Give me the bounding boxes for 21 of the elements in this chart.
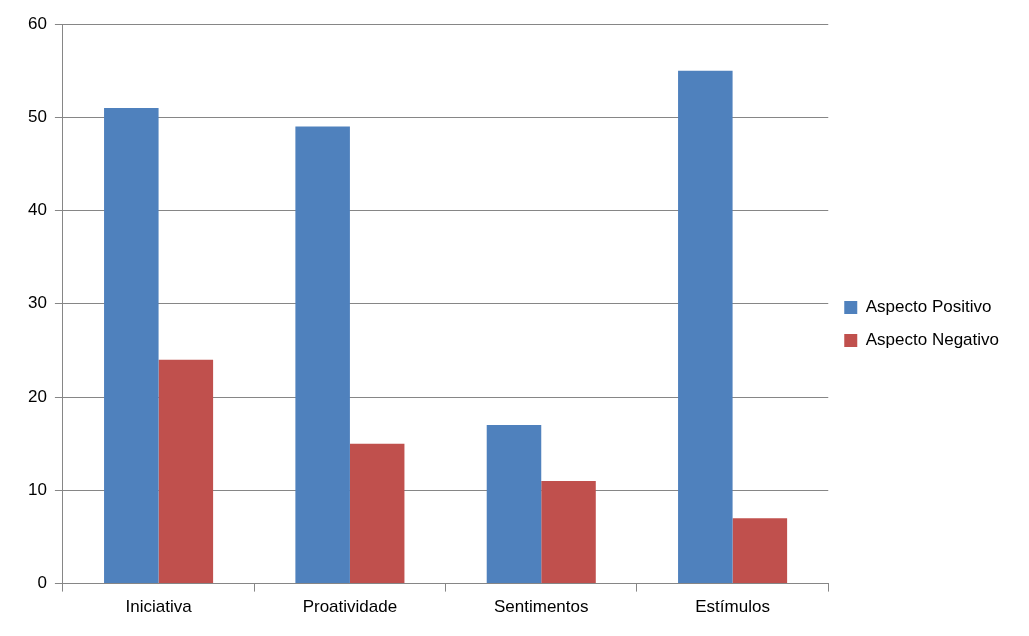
legend-label: Aspecto Negativo [865, 330, 1000, 350]
x-tick-label: Proatividade [302, 597, 398, 617]
y-tick-label: 20 [27, 386, 47, 406]
y-tick-label: 40 [27, 200, 47, 220]
bar [349, 443, 405, 584]
y-tick-label: 60 [27, 13, 47, 33]
bar [158, 359, 214, 584]
legend-label: Aspecto Positivo [865, 297, 992, 317]
y-tick-label: 30 [27, 293, 47, 313]
bar [678, 70, 733, 584]
bar [541, 481, 596, 584]
bar [486, 425, 542, 584]
y-tick-label: 0 [37, 573, 47, 593]
x-tick-label: Sentimentos [494, 597, 589, 617]
y-tick-label: 10 [27, 480, 47, 500]
bar [732, 518, 788, 584]
x-tick-label: Estímulos [695, 597, 770, 617]
y-tick-label: 50 [27, 106, 47, 126]
bar [295, 126, 350, 584]
bar [104, 107, 159, 584]
x-tick-label: Iniciativa [125, 597, 193, 617]
